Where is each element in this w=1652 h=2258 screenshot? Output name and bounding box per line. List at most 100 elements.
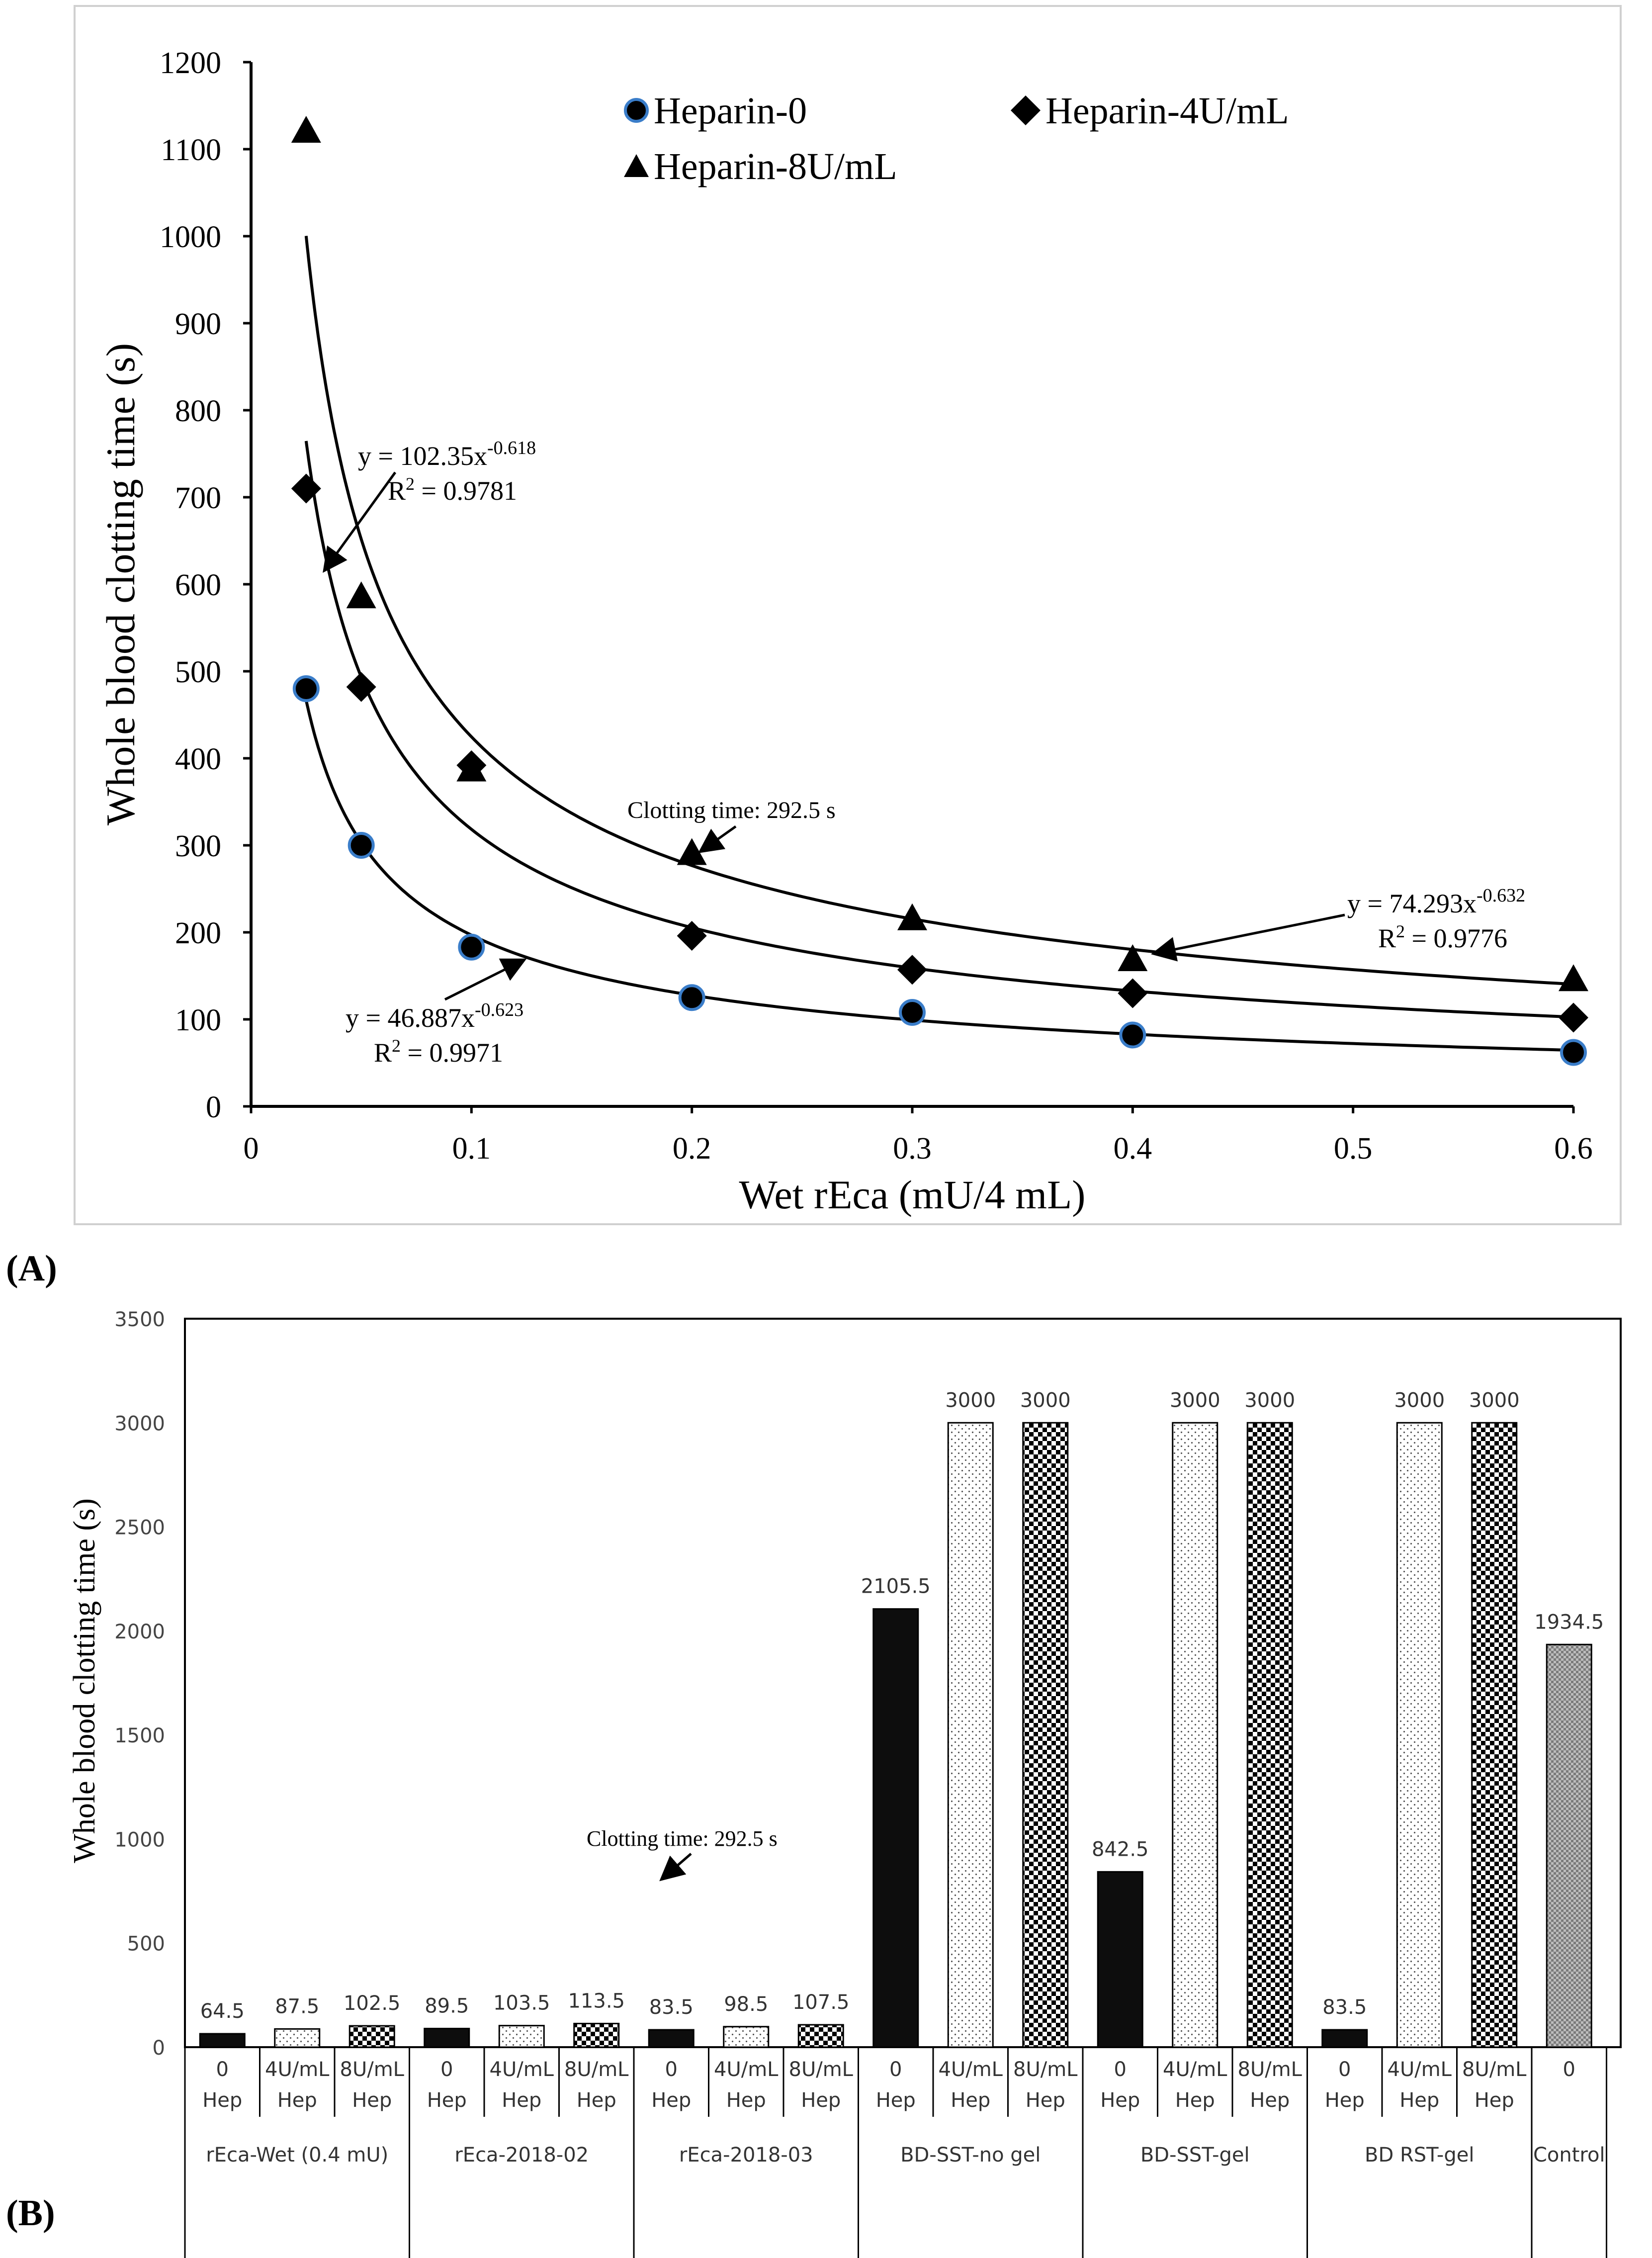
bar [424, 2028, 470, 2048]
group-label: BD RST-gel [1365, 2144, 1474, 2167]
bar-value-label: 842.5 [1092, 1838, 1149, 1861]
category-label: 0 [1114, 2058, 1127, 2081]
y-tick-label: 3000 [114, 1412, 165, 1435]
group-label: BD-SST-gel [1140, 2144, 1250, 2167]
bar-value-label: 3000 [1394, 1389, 1445, 1412]
category-label: Hep [502, 2089, 541, 2112]
bar [1172, 1422, 1218, 2048]
category-label: 0 [440, 2058, 453, 2081]
category-label: 0 [889, 2058, 902, 2081]
category-label: 8U/mL [789, 2058, 854, 2081]
bar [1396, 1422, 1443, 2048]
panel-a-x-axis-label: Wet rEca (mU/4 mL) [739, 1172, 1086, 1217]
category-label: 8U/mL [340, 2058, 405, 2081]
eq-8u-r-sup: 2 [406, 474, 415, 494]
eq-0-arrow [444, 958, 527, 1001]
panel-a-x-ticks: 0 0.1 0.2 0.3 0.4 0.5 0.6 [244, 1106, 1593, 1166]
eq-0-r-value: = 0.9971 [401, 1038, 503, 1068]
bar-value-label: 102.5 [344, 1992, 401, 2015]
bar-value-label: 98.5 [724, 1993, 768, 2016]
y-tick-label: 2500 [114, 1517, 165, 1539]
panel-a: 0 100 200 300 400 500 600 700 800 900 1000 1100 1200… [74, 5, 1622, 1225]
eq-4u-r2: R2 = 0.9776 [1378, 921, 1507, 953]
eq-0-r2: R2 = 0.9971 [374, 1036, 503, 1068]
bar [723, 2026, 770, 2048]
eq-4u-exponent: -0.632 [1477, 885, 1525, 906]
eq-annotation-8u: y = 102.35x-0.618 R2 = 0.9781 [323, 438, 536, 573]
panel-a-fit-curves [304, 236, 1574, 1052]
point-heparin-4u [291, 473, 321, 504]
point-heparin-0 [348, 832, 375, 859]
panel-b-label: (B) [6, 2193, 55, 2234]
eq-8u-r-value: = 0.9781 [415, 476, 517, 506]
clotting-arrow-b [659, 1853, 692, 1882]
category-label: 0 [1338, 2058, 1351, 2081]
x-tick-label: 0.4 [1114, 1132, 1152, 1166]
point-heparin-8u [897, 903, 927, 930]
category-label: Hep [1026, 2089, 1065, 2112]
y-tick-label: 700 [175, 481, 221, 515]
y-tick-label: 1000 [160, 220, 221, 254]
bar [573, 2022, 620, 2048]
point-heparin-4u [1118, 978, 1148, 1008]
y-tick-label: 500 [175, 655, 221, 689]
eq-0-exponent: -0.623 [475, 999, 523, 1020]
bar-value-label: 2105.5 [861, 1575, 931, 1598]
category-label: Hep [1250, 2089, 1290, 2112]
bar-value-label: 64.5 [200, 2000, 245, 2023]
category-label: Hep [1475, 2089, 1514, 2112]
legend-label-heparin-4u: Heparin-4U/mL [1045, 90, 1289, 132]
y-tick-label: 400 [175, 742, 221, 776]
eq-0-main: y = 46.887x [346, 1003, 475, 1033]
category-label: 4U/mL [490, 2058, 554, 2081]
y-tick-label: 1100 [161, 133, 221, 167]
category-label: 4U/mL [265, 2058, 330, 2081]
fit-curve [304, 700, 1574, 1052]
point-heparin-8u [1118, 944, 1148, 971]
y-tick-label: 1500 [114, 1724, 165, 1747]
x-tick-label: 0.1 [452, 1132, 491, 1166]
category-label: Hep [352, 2089, 392, 2112]
clotting-text-b: Clotting time: 292.5 s [587, 1826, 778, 1851]
category-label: 8U/mL [1238, 2058, 1303, 2081]
x-tick-label: 0.6 [1554, 1132, 1593, 1166]
category-label: Hep [577, 2089, 616, 2112]
bar-value-label: 3000 [1170, 1389, 1220, 1412]
point-heparin-8u [1559, 964, 1588, 992]
category-label: Hep [651, 2089, 691, 2112]
y-tick-label: 1000 [114, 1828, 165, 1851]
bar [648, 2029, 695, 2048]
panel-a-y-axis-label: Whole blood clotting time (s) [98, 343, 143, 825]
point-heparin-4u [346, 672, 376, 702]
eq-0-r-letter: R [374, 1038, 392, 1068]
bar [1097, 1871, 1143, 2048]
clotting-arrow-a [697, 825, 737, 853]
category-label: Hep [277, 2089, 317, 2112]
eq-0-r-sup: 2 [392, 1036, 401, 1056]
group-label: rEca-2018-03 [679, 2144, 813, 2167]
point-heparin-4u [677, 921, 707, 951]
category-label: Hep [427, 2089, 467, 2112]
bar-value-label: 1934.5 [1534, 1611, 1604, 1633]
point-heparin-0 [292, 675, 320, 702]
group-label: rEca-2018-02 [454, 2144, 589, 2167]
point-heparin-4u [897, 955, 927, 985]
category-label: Hep [1175, 2089, 1215, 2112]
category-label: Hep [1100, 2089, 1140, 2112]
bar-value-label: 3000 [1244, 1389, 1295, 1412]
bar [498, 2025, 545, 2048]
y-tick-label: 500 [127, 1933, 165, 1956]
group-label: BD-SST-no gel [900, 2144, 1041, 2167]
eq-8u-equation: y = 102.35x-0.618 [358, 438, 536, 471]
y-tick-label: 900 [175, 307, 221, 341]
point-heparin-0 [1119, 1021, 1146, 1049]
bar-value-label: 83.5 [649, 1996, 694, 2019]
group-label: rEca-Wet (0.4 mU) [206, 2144, 388, 2167]
eq-8u-r-letter: R [388, 476, 406, 506]
x-tick-label: 0.2 [673, 1132, 711, 1166]
clotting-annotation-a: Clotting time: 292.5 s [627, 797, 836, 853]
eq-0-equation: y = 46.887x-0.623 [346, 999, 523, 1033]
panel-b-bars [199, 1422, 1592, 2048]
bar [797, 2024, 844, 2048]
